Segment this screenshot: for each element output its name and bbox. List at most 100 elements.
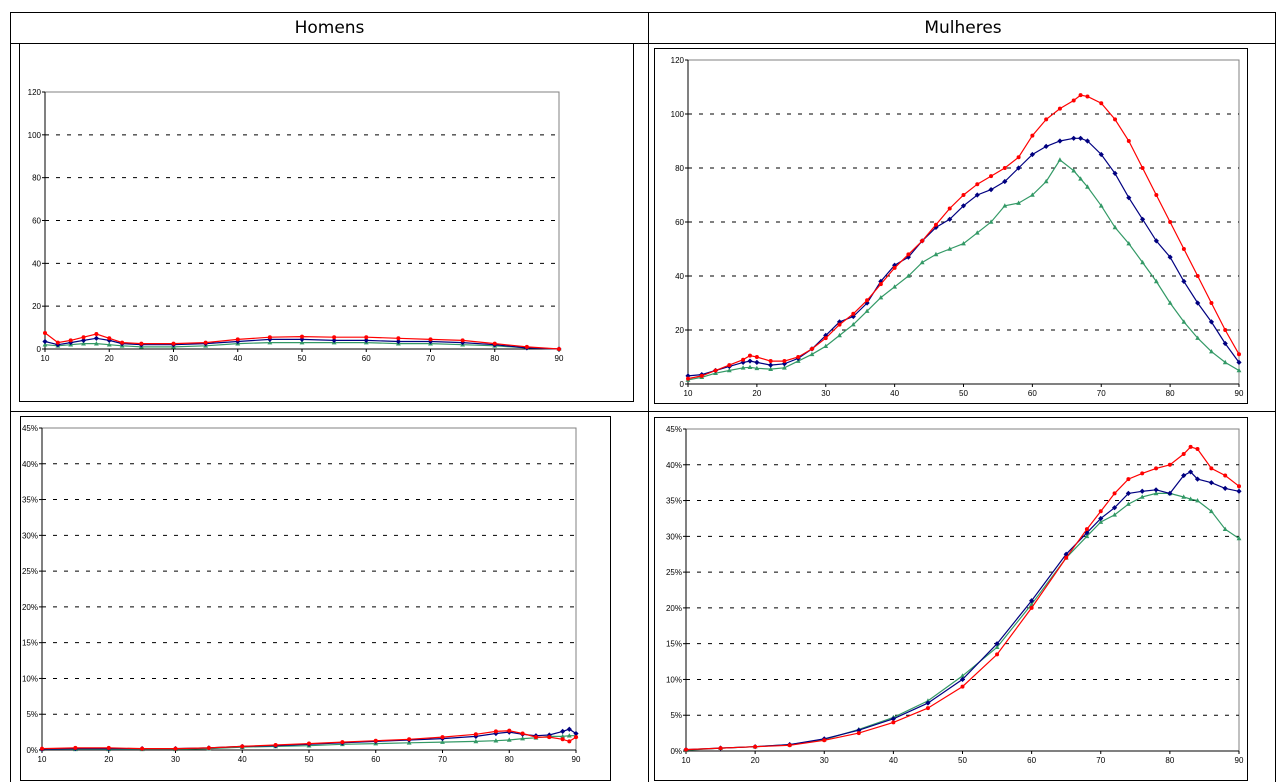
data-point-red	[782, 359, 787, 364]
data-point-blue	[1153, 238, 1159, 244]
chart-mulheres-count: 0 20 40 60 80 100 120 10 20 30 40 50 60 70 80 90	[654, 48, 1248, 404]
data-point-red	[520, 731, 525, 736]
x-tick-label: 20	[751, 756, 760, 765]
y-tick-label: 0	[680, 380, 685, 389]
y-tick-label: 40	[32, 259, 41, 268]
data-point-red	[340, 740, 345, 745]
data-point-green	[493, 738, 499, 743]
x-tick-label: 60	[1027, 756, 1036, 765]
data-point-blue	[1112, 170, 1118, 176]
chart-homens-count: 0 20 40 60 80 100 120 10 20 30 40 50 60 70 80 90	[19, 43, 634, 402]
data-point-red	[364, 335, 369, 340]
data-point-green	[566, 733, 572, 738]
data-point-red	[768, 359, 773, 364]
x-tick-label: 10	[41, 354, 50, 363]
data-point-red	[686, 376, 690, 381]
data-point-red	[856, 731, 861, 736]
data-point-green	[960, 673, 965, 678]
data-point-red	[796, 355, 801, 359]
data-point-green	[1222, 359, 1228, 365]
data-point-blue	[960, 203, 967, 209]
x-tick-label: 30	[820, 756, 829, 765]
data-point-green	[1140, 259, 1145, 265]
data-point-red	[1140, 166, 1145, 170]
data-point-blue	[1153, 487, 1159, 493]
data-point-red	[1099, 101, 1104, 106]
data-point-green	[506, 737, 512, 742]
x-tick-label: 70	[1096, 756, 1105, 765]
data-point-green	[740, 365, 746, 370]
y-tick-label: 0	[37, 345, 42, 354]
data-point-red	[567, 739, 572, 744]
data-point-blue	[1222, 340, 1228, 347]
data-point-red	[1071, 98, 1076, 103]
y-tick-label: 35%	[22, 496, 38, 505]
x-tick-label: 30	[169, 354, 178, 363]
y-tick-label: 20	[32, 302, 41, 311]
data-point-blue	[988, 187, 994, 193]
y-tick-label: 10%	[666, 675, 682, 684]
data-point-green	[1029, 192, 1035, 197]
y-tick-label: 45%	[666, 425, 682, 434]
data-point-red	[1209, 301, 1214, 305]
data-point-green	[878, 295, 884, 300]
data-point-green	[440, 739, 445, 744]
data-point-red	[300, 334, 304, 339]
x-tick-label: 50	[959, 389, 968, 398]
data-point-green	[933, 251, 939, 257]
data-point-green	[1208, 508, 1214, 514]
data-point-red	[574, 735, 578, 740]
x-tick-label: 70	[1097, 389, 1106, 398]
data-point-red	[1140, 471, 1145, 476]
data-point-red	[81, 335, 86, 340]
data-point-red	[823, 336, 828, 341]
x-tick-label: 40	[238, 755, 247, 764]
data-point-blue	[890, 716, 896, 722]
data-point-red	[396, 336, 401, 341]
y-tick-label: 10%	[22, 674, 38, 683]
data-point-red	[1113, 117, 1118, 122]
data-point-blue	[1111, 505, 1118, 511]
data-point-red	[891, 720, 896, 725]
data-point-green	[850, 322, 856, 327]
data-point-blue	[1077, 135, 1084, 141]
data-point-red	[407, 737, 412, 742]
data-point-green	[473, 738, 479, 744]
header-homens: Homens	[294, 18, 365, 38]
data-point-blue	[106, 337, 112, 344]
y-tick-label: 15%	[666, 640, 682, 649]
data-point-blue	[1139, 488, 1145, 494]
y-tick-label: 100	[28, 131, 42, 140]
data-point-red	[1030, 133, 1035, 138]
y-tick-label: 40%	[22, 460, 38, 469]
data-point-red	[440, 735, 445, 740]
data-point-red	[73, 745, 78, 750]
data-point-red	[40, 746, 44, 751]
data-point-blue	[1002, 178, 1008, 185]
data-point-blue	[1195, 300, 1201, 306]
data-point-red	[787, 743, 792, 748]
data-point-red	[1223, 473, 1228, 478]
x-tick-label: 80	[1166, 389, 1175, 398]
data-point-red	[1168, 220, 1173, 224]
data-point-green	[560, 733, 566, 739]
x-tick-label: 60	[362, 354, 371, 363]
x-tick-label: 90	[1235, 756, 1244, 765]
data-point-green	[1209, 349, 1214, 354]
data-point-red	[975, 182, 980, 187]
data-point-red	[741, 357, 746, 362]
data-point-green	[782, 365, 787, 370]
y-tick-label: 120	[671, 56, 685, 65]
data-point-green	[1195, 335, 1201, 340]
y-tick-label: 20	[675, 326, 684, 335]
data-point-green	[823, 343, 829, 348]
data-point-red	[507, 728, 512, 733]
data-point-blue	[573, 730, 579, 737]
data-point-blue	[1181, 472, 1187, 479]
chart-frame	[654, 48, 1248, 404]
data-point-red	[332, 335, 337, 340]
data-point-green	[1071, 168, 1077, 173]
data-point-red	[106, 745, 111, 750]
y-tick-label: 25%	[666, 568, 682, 577]
data-point-red	[822, 738, 827, 743]
